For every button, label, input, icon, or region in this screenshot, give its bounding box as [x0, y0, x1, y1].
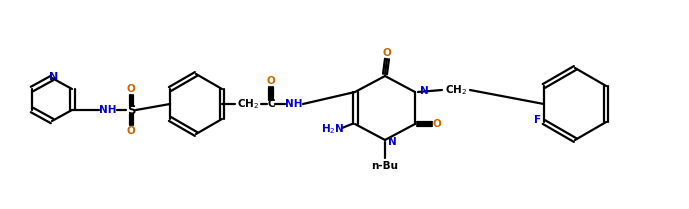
Text: n-Bu: n-Bu: [371, 161, 398, 171]
Text: O: O: [127, 126, 135, 136]
Text: N: N: [420, 86, 429, 96]
Text: O: O: [433, 119, 442, 129]
Text: C: C: [267, 99, 275, 109]
Text: NH: NH: [99, 105, 116, 115]
Text: CH$_2$: CH$_2$: [237, 97, 259, 111]
Text: O: O: [127, 84, 135, 94]
Text: O: O: [382, 48, 391, 58]
Text: O: O: [267, 76, 276, 86]
Text: H$_2$N: H$_2$N: [321, 122, 344, 136]
Text: CH$_2$: CH$_2$: [445, 83, 467, 97]
Text: S: S: [127, 103, 135, 116]
Text: F: F: [534, 115, 542, 125]
Text: N: N: [50, 72, 59, 82]
Text: NH: NH: [285, 99, 302, 109]
Text: N: N: [388, 137, 397, 147]
